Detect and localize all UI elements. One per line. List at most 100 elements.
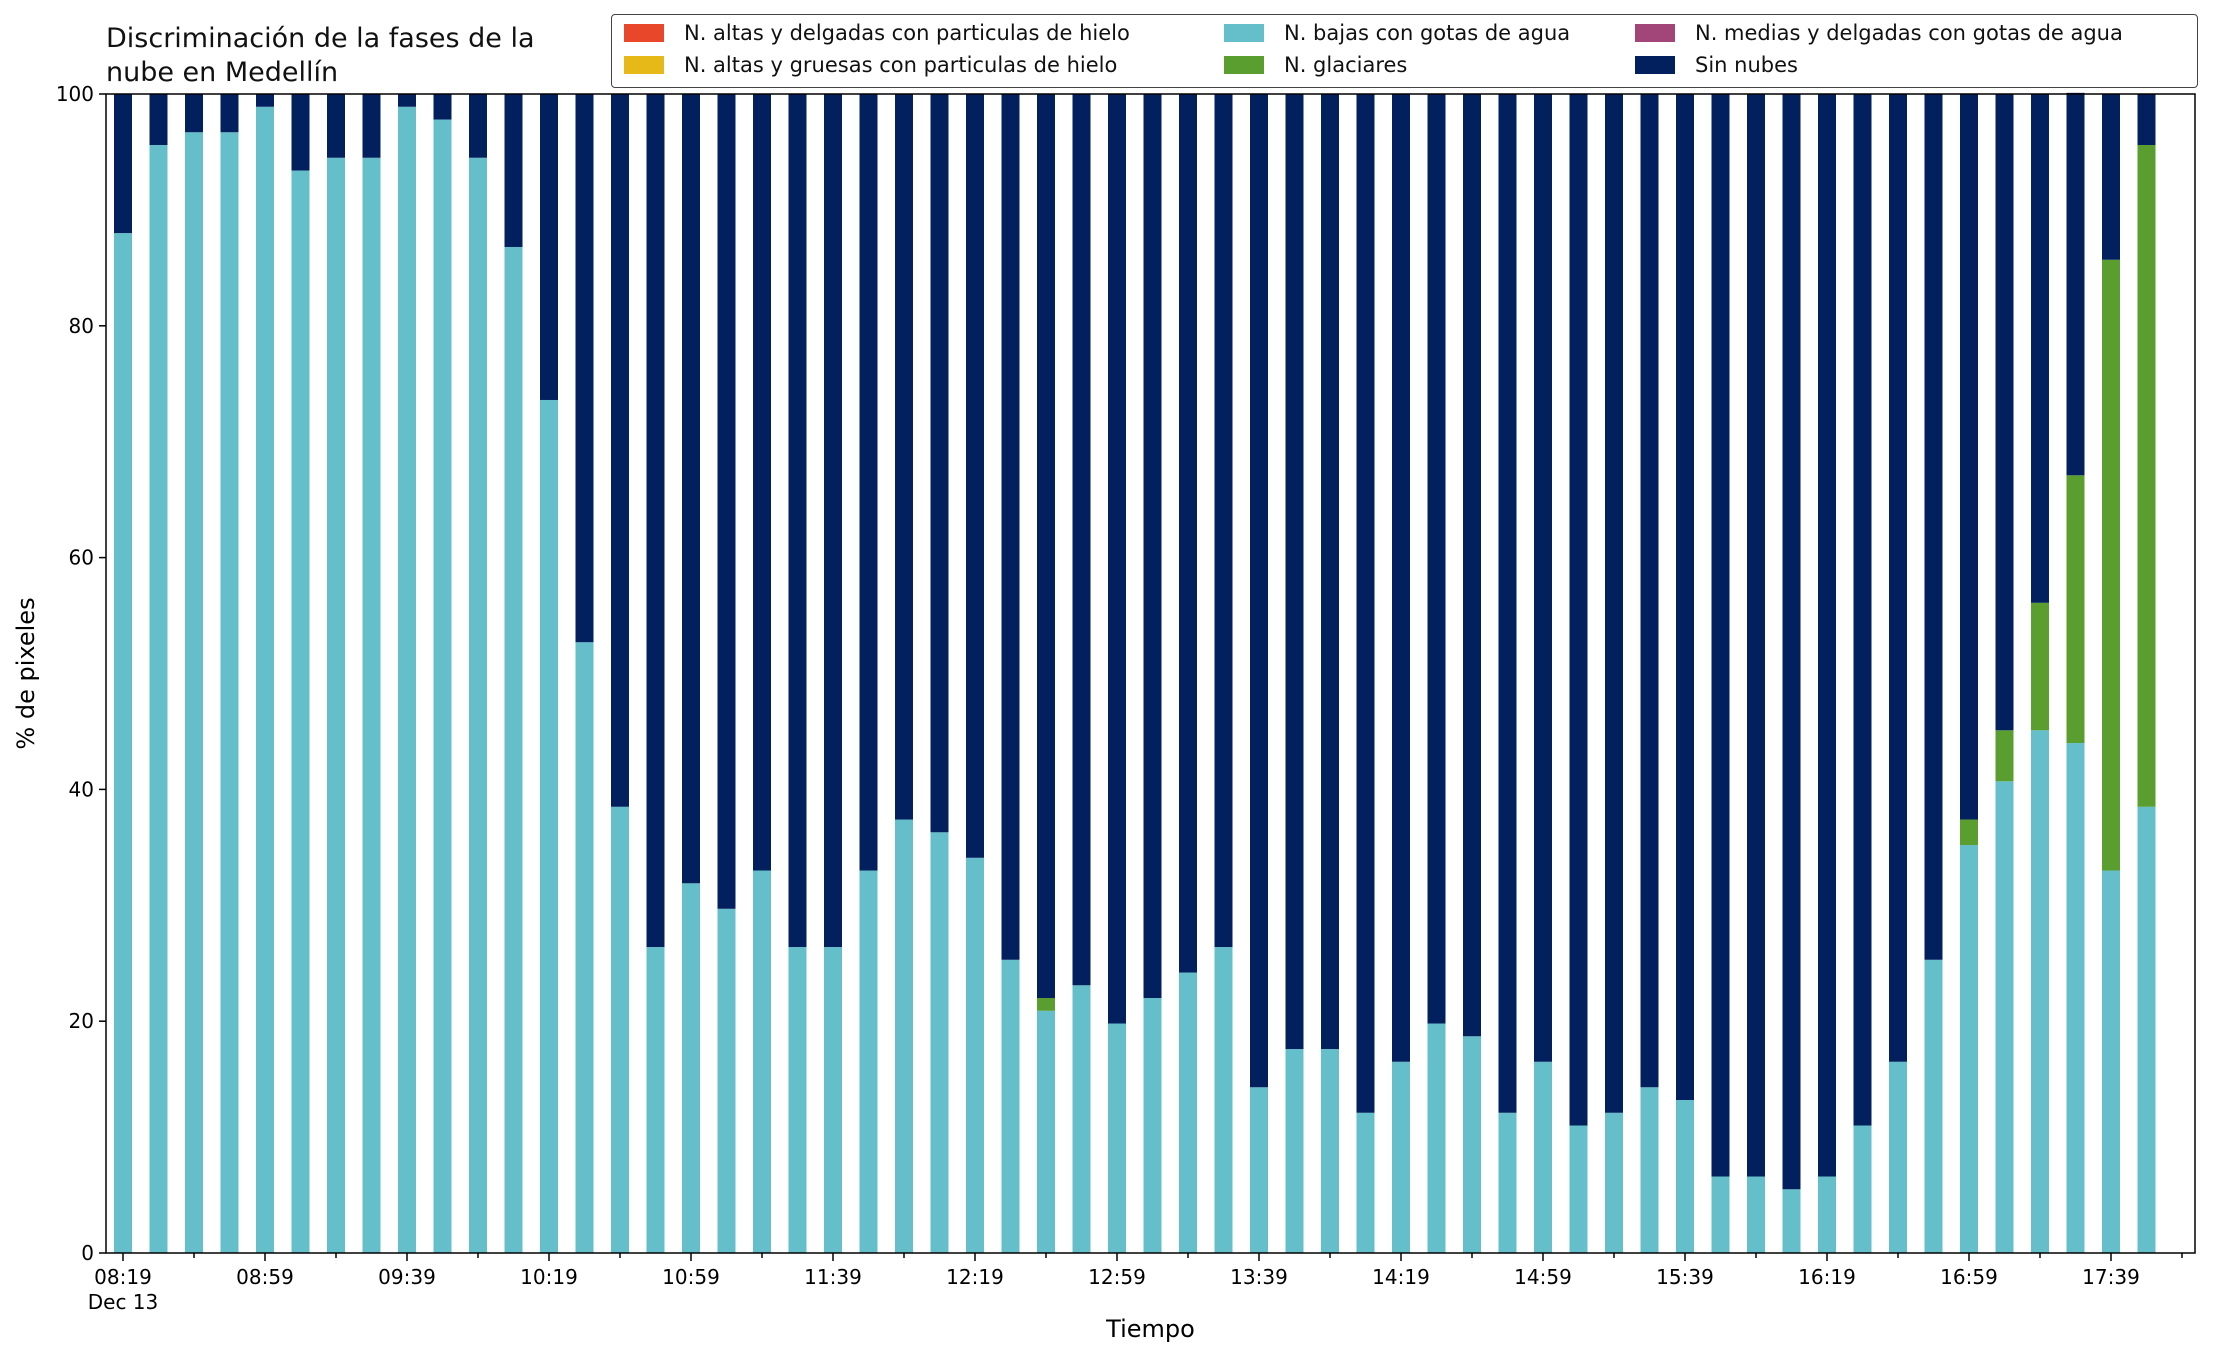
bar-segment-5-37 — [1427, 94, 1446, 1024]
bar-segment-5-43 — [1640, 94, 1659, 1088]
bar-segment-5-1 — [149, 94, 168, 145]
bar-segment-5-45 — [1711, 94, 1730, 1177]
bar-segment-2-22 — [895, 819, 913, 1253]
bar-segment-2-37 — [1427, 1023, 1446, 1253]
x-tick-label: 11:39 — [804, 1265, 862, 1289]
bar-segment-5-39 — [1498, 94, 1517, 1113]
bar-segment-2-12 — [540, 399, 558, 1254]
bar-segment-2-3 — [220, 132, 239, 1253]
bar-segment-2-11 — [504, 246, 523, 1254]
bar-segment-3-56 — [2102, 259, 2120, 871]
y-tick-label: 100 — [56, 82, 94, 106]
bar-segment-5-51 — [1924, 94, 1943, 960]
chart-title: Discriminación de la fases de la nube en… — [106, 23, 535, 88]
bar-segment-2-4 — [256, 106, 274, 1253]
bar-segment-3-54 — [2031, 602, 2049, 731]
bar-segment-5-52 — [1960, 94, 1978, 820]
bar-segment-2-18 — [753, 870, 771, 1253]
y-tick-label: 0 — [81, 1241, 94, 1265]
bar-segment-2-56 — [2102, 870, 2120, 1253]
bar-segment-2-32 — [1250, 1087, 1268, 1253]
bar-segment-5-26 — [1037, 94, 1055, 999]
bar-segment-2-35 — [1356, 1112, 1375, 1253]
bar-segment-5-6 — [327, 94, 345, 158]
bar-segment-2-21 — [859, 870, 878, 1253]
legend-label: N. altas y gruesas con particulas de hie… — [684, 53, 1118, 77]
bar-segment-2-42 — [1605, 1112, 1623, 1253]
y-tick-label: 20 — [69, 1009, 94, 1033]
bar-segment-5-12 — [540, 94, 558, 400]
bar-segment-5-17 — [717, 94, 736, 909]
bar-segment-5-48 — [1818, 94, 1836, 1177]
bar-segment-2-47 — [1782, 1189, 1801, 1253]
bar-segment-2-23 — [930, 832, 949, 1253]
bar-segment-5-3 — [220, 94, 239, 133]
legend-swatch — [1224, 56, 1264, 74]
bar-segment-5-31 — [1214, 94, 1233, 948]
legend-item: N. altas y delgadas con particulas de hi… — [624, 18, 1130, 48]
bar-segment-5-15 — [646, 94, 665, 948]
bar-segment-5-13 — [575, 94, 594, 643]
bar-segment-2-57 — [2137, 806, 2156, 1253]
legend-item: N. altas y gruesas con particulas de hie… — [624, 50, 1117, 80]
bar-segment-2-45 — [1711, 1176, 1730, 1253]
bar-segment-5-18 — [753, 94, 771, 871]
bar-segment-2-51 — [1924, 959, 1943, 1253]
bar-segment-5-53 — [1995, 94, 2014, 731]
bar-segment-2-49 — [1853, 1125, 1872, 1253]
bar-segment-5-32 — [1250, 94, 1268, 1088]
bar-segment-5-56 — [2102, 94, 2120, 260]
bar-segment-5-25 — [1001, 94, 1020, 960]
bar-segment-2-55 — [2066, 743, 2085, 1253]
bar-segment-2-48 — [1818, 1176, 1836, 1253]
legend-label: Sin nubes — [1695, 53, 1798, 77]
y-tick-label: 60 — [69, 546, 94, 570]
bar-segment-5-40 — [1534, 94, 1552, 1062]
y-axis-label: % de pixeles — [12, 597, 40, 749]
bar-segment-5-21 — [859, 94, 878, 871]
bar-segment-2-19 — [788, 947, 807, 1253]
bar-segment-5-38 — [1463, 94, 1481, 1037]
bar-segment-3-52 — [1960, 819, 1978, 846]
bar-segment-2-41 — [1569, 1125, 1588, 1253]
bar-segment-2-34 — [1321, 1049, 1339, 1253]
bar-segment-3-26 — [1037, 998, 1055, 1011]
x-tick-label: 16:19 — [1798, 1265, 1856, 1289]
bar-segment-2-16 — [682, 883, 700, 1253]
bar-segment-5-35 — [1356, 94, 1375, 1113]
bar-segment-3-55 — [2066, 475, 2085, 744]
bar-segment-3-53 — [1995, 730, 2014, 782]
bar-segment-5-28 — [1108, 94, 1126, 1024]
bar-segment-5-2 — [185, 94, 203, 133]
legend-swatch — [1635, 24, 1675, 42]
x-axis-label: Tiempo — [1105, 1315, 1195, 1343]
bar-segment-5-29 — [1143, 94, 1162, 999]
bar-segment-5-27 — [1072, 94, 1091, 986]
x-tick-label: 13:39 — [1230, 1265, 1288, 1289]
bar-segment-5-46 — [1747, 94, 1765, 1177]
bar-segment-5-54 — [2031, 94, 2049, 603]
y-tick-label: 40 — [69, 777, 94, 801]
legend-item: N. bajas con gotas de agua — [1224, 18, 1570, 48]
legend-swatch — [624, 24, 664, 42]
bar-segment-5-24 — [966, 94, 984, 858]
bar-segment-5-11 — [504, 94, 523, 247]
x-tick-label: 08:19 — [94, 1265, 152, 1289]
bar-segment-2-2 — [185, 132, 203, 1253]
chart-legend: N. altas y delgadas con particulas de hi… — [611, 14, 2198, 88]
bar-segment-2-29 — [1143, 998, 1162, 1253]
legend-item: Sin nubes — [1635, 50, 1798, 80]
x-tick-label: 12:19 — [946, 1265, 1004, 1289]
bar-segment-5-9 — [433, 94, 452, 120]
bar-segment-5-47 — [1782, 94, 1801, 1190]
bar-segment-5-23 — [930, 94, 949, 833]
bar-segment-5-55 — [2066, 92, 2085, 476]
bar-segment-2-31 — [1214, 947, 1233, 1253]
legend-item: N. glaciares — [1224, 50, 1407, 80]
bar-segment-5-14 — [611, 94, 629, 807]
bar-segment-5-10 — [469, 94, 487, 158]
bar-segment-2-54 — [2031, 730, 2049, 1253]
bar-segment-2-33 — [1285, 1049, 1304, 1253]
bar-segment-5-36 — [1392, 94, 1410, 1062]
